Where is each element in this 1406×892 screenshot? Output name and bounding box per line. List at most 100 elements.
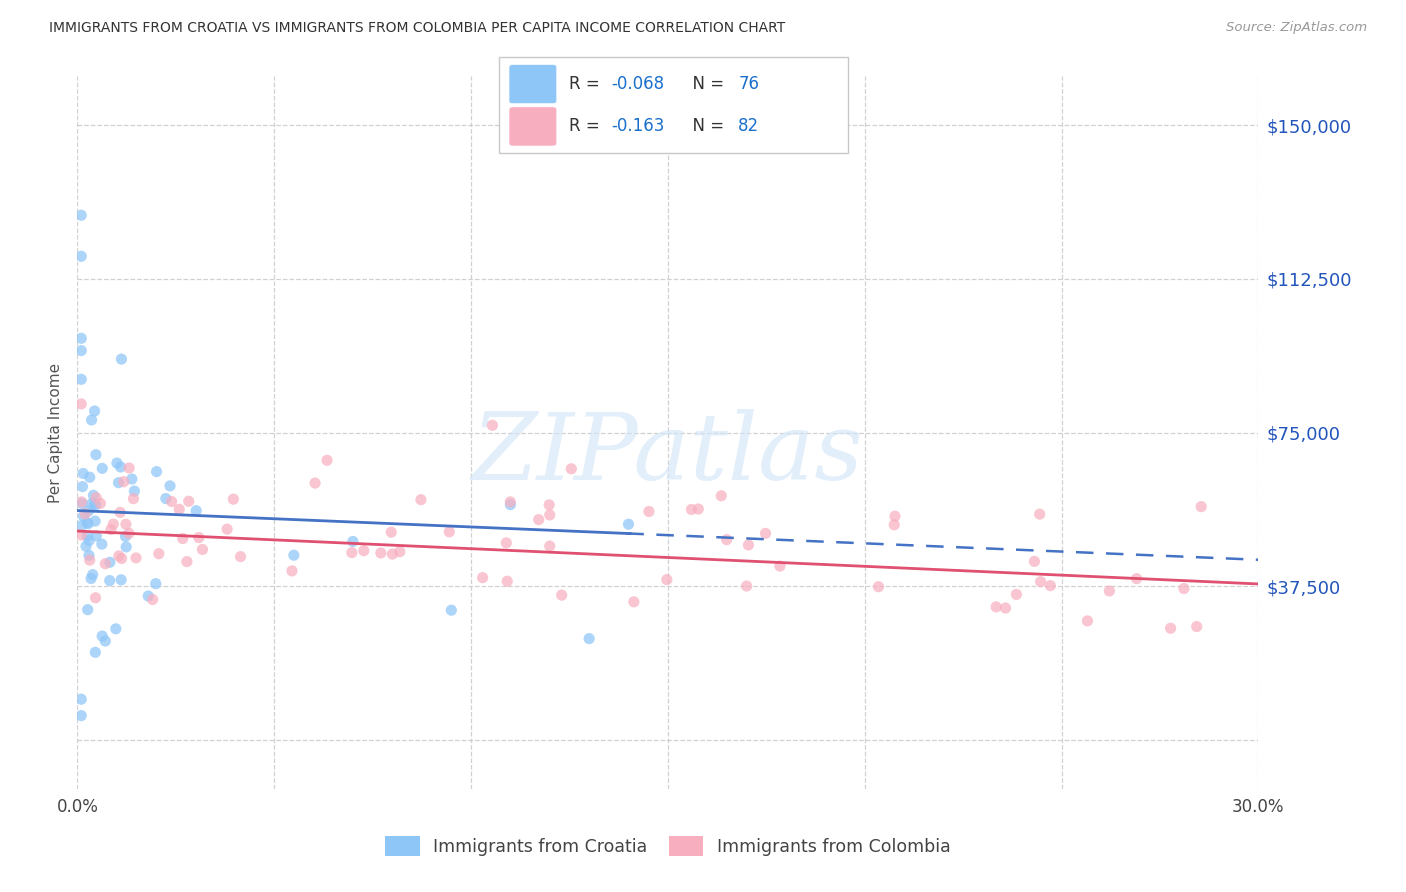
Point [90,537,112,551]
Point [495,536,517,550]
Text: -0.163: -0.163 [612,118,665,136]
Point [80,572,103,586]
Point [187,531,209,545]
Point [84,498,107,512]
Point [1189,500,1212,514]
Point [89,496,111,510]
Point [70,518,93,533]
Point [342,534,364,549]
Point [75,539,97,553]
Point [75,507,97,521]
Point [578,632,600,646]
Point [527,513,550,527]
Point [735,579,758,593]
Text: N =: N = [682,118,730,136]
Point [145,465,167,479]
Point [281,564,304,578]
Point [105,456,128,470]
Point [107,475,129,490]
Point [70,397,93,411]
Point [72,467,94,481]
Point [1076,614,1098,628]
Point [538,498,561,512]
Point [110,460,132,475]
Point [1160,621,1182,635]
Point [1185,619,1208,633]
Point [499,498,522,512]
Point [136,589,159,603]
Point [439,524,461,539]
Point [538,508,561,522]
Point [121,472,143,486]
Text: Source: ZipAtlas.com: Source: ZipAtlas.com [1226,21,1367,34]
Point [110,551,132,566]
Text: -0.068: -0.068 [612,75,665,93]
Point [84,514,107,528]
Point [91,461,114,475]
Point [868,580,890,594]
Point [110,352,132,367]
Point [159,479,181,493]
Point [145,576,167,591]
Point [388,545,411,559]
Point [884,509,907,524]
Point [994,601,1017,615]
Point [77,516,100,531]
Point [191,542,214,557]
Point [409,492,432,507]
Point [104,622,127,636]
Point [716,533,738,547]
Point [70,331,93,345]
Point [80,497,103,511]
Point [77,549,100,563]
Point [80,413,103,427]
Point [82,567,104,582]
Point [122,491,145,506]
Point [112,475,135,489]
Point [70,496,93,510]
Point [304,476,326,491]
Point [79,553,101,567]
Point [481,418,503,433]
Point [70,528,93,542]
Point [217,522,239,536]
Point [84,591,107,605]
Point [84,645,107,659]
Point [70,208,93,222]
Point [103,517,125,532]
Point [986,599,1008,614]
Point [167,502,190,516]
Point [70,343,93,358]
Point [77,504,100,518]
Point [229,549,252,564]
Point [84,529,107,543]
Point [617,517,640,532]
Point [110,573,132,587]
Point [70,249,93,263]
Point [98,555,121,569]
Point [155,491,177,506]
Point [82,488,104,502]
Point [681,502,703,516]
Point [84,448,107,462]
Point [70,495,93,509]
Text: R =: R = [569,118,606,136]
Point [114,529,136,543]
Point [94,557,117,571]
Point [83,404,105,418]
Point [340,546,363,560]
Text: IMMIGRANTS FROM CROATIA VS IMMIGRANTS FROM COLOMBIA PER CAPITA INCOME CORRELATIO: IMMIGRANTS FROM CROATIA VS IMMIGRANTS FR… [49,21,786,35]
Point [72,509,94,524]
Point [142,592,165,607]
Point [1024,554,1046,568]
Point [471,571,494,585]
Point [115,517,138,532]
Point [77,533,100,548]
Point [148,547,170,561]
Point [316,453,339,467]
Y-axis label: Per Capita Income: Per Capita Income [48,362,63,503]
Point [100,523,122,537]
Point [1125,572,1147,586]
Point [710,489,733,503]
Text: 82: 82 [738,118,759,136]
